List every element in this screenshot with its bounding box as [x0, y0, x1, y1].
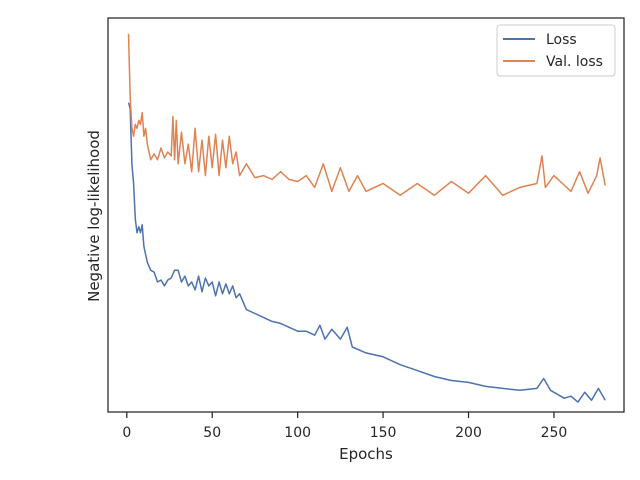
legend-label-val-loss: Val. loss: [546, 54, 603, 70]
y-axis-label: Negative log-likelihood: [85, 130, 103, 302]
x-tick-label: 50: [203, 425, 221, 441]
x-axis-ticks: 0 50 100 150 200 250: [122, 412, 567, 441]
series-line-loss: [127, 102, 606, 403]
series-line-val-loss: [127, 33, 606, 197]
legend: Loss Val. loss: [496, 24, 616, 77]
x-tick-label: 250: [541, 425, 568, 441]
x-axis-label: Epochs: [339, 445, 393, 463]
x-tick-label: 100: [284, 425, 311, 441]
x-tick-label: 150: [370, 425, 397, 441]
series-layer: [127, 33, 606, 403]
plot-frame: [107, 17, 625, 413]
x-tick-label: 0: [122, 425, 131, 441]
legend-label-loss: Loss: [546, 32, 577, 48]
legend-box: [496, 24, 616, 77]
x-tick-label: 200: [455, 425, 482, 441]
